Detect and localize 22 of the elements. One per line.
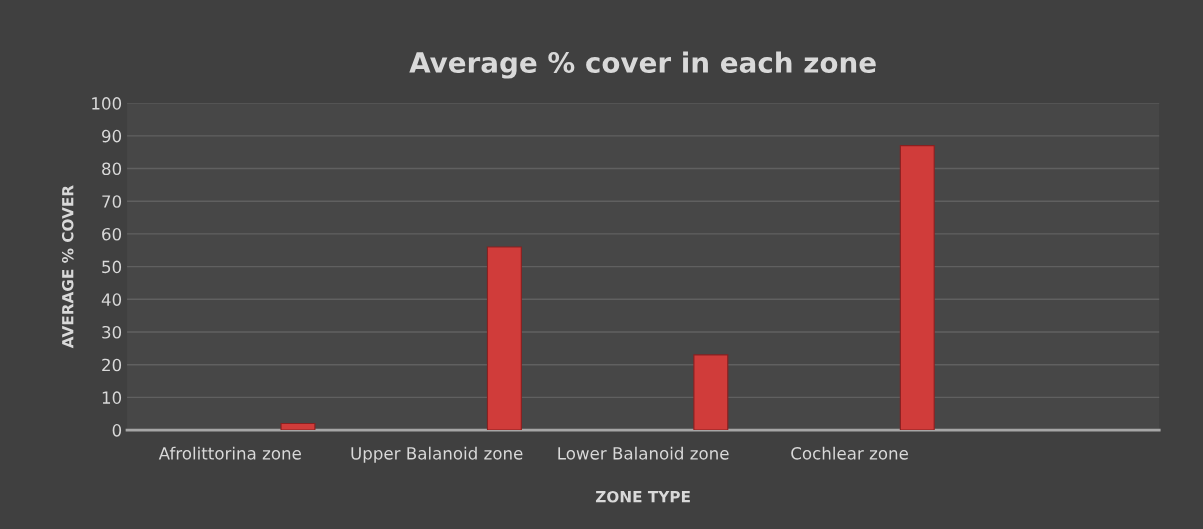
bar xyxy=(486,246,522,431)
y-tick-label: 40 xyxy=(101,293,122,306)
y-tick-label: 90 xyxy=(102,129,122,143)
y-tick-label: 30 xyxy=(102,325,122,339)
chart-title: Average % cover in each zone xyxy=(409,51,876,79)
y-tick-label: 80 xyxy=(102,162,122,176)
x-tick-label: Afrolittorina zone xyxy=(158,446,301,460)
x-tick-label: Lower Balanoid zone xyxy=(558,446,729,460)
y-tick-label: 70 xyxy=(102,195,122,208)
y-tick-label: 0 xyxy=(112,424,122,437)
bar xyxy=(899,145,935,431)
bar xyxy=(280,422,316,431)
y-tick-label: 50 xyxy=(102,260,122,274)
y-tick-label: 100 xyxy=(92,97,122,110)
x-axis-title: ZONE TYPE xyxy=(595,490,690,503)
y-axis-title: AVERAGE % COVER xyxy=(61,185,74,349)
y-tick-label: 10 xyxy=(102,391,122,404)
bar xyxy=(693,354,729,431)
y-tick-label: 20 xyxy=(102,358,122,372)
x-tick-label: Cochlear zone xyxy=(791,446,908,460)
y-tick-label: 60 xyxy=(102,227,122,241)
x-tick-label: Upper Balanoid zone xyxy=(351,446,523,463)
